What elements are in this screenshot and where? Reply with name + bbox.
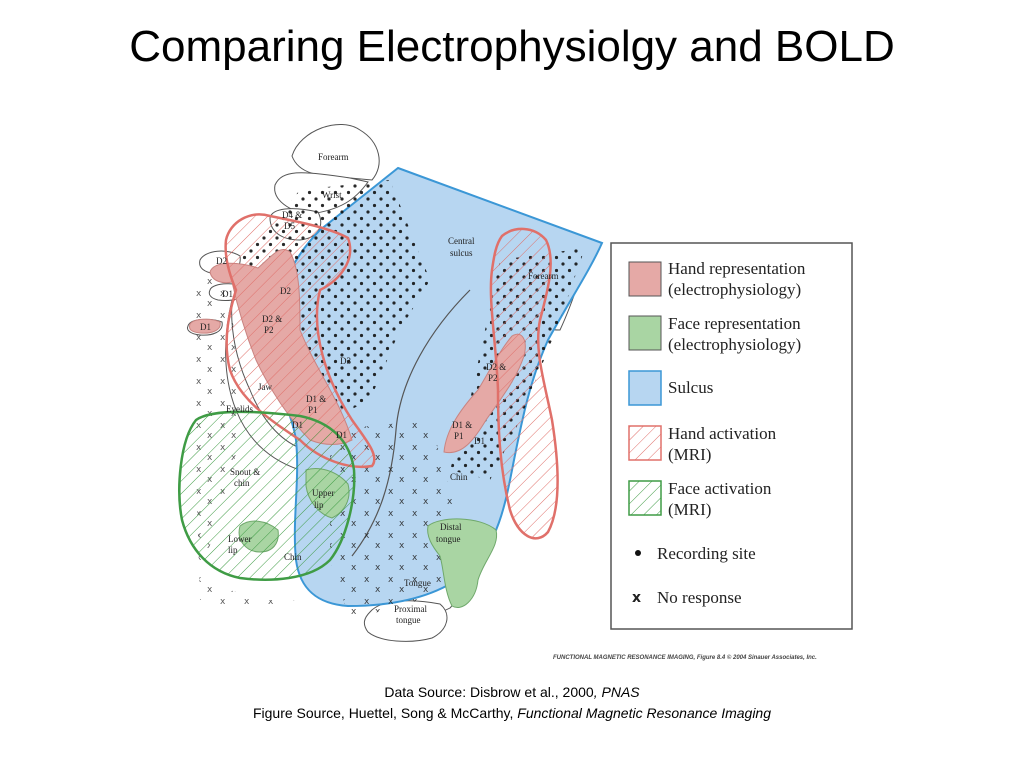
label-lower-lip: Lower <box>228 534 252 544</box>
label-tongue: Tongue <box>404 578 431 588</box>
figure-source-text: Figure Source, Huettel, Song & McCarthy, <box>252 705 514 721</box>
legend-face-representation-2: (electrophysiology) <box>668 335 801 354</box>
legend-swatch-sulcus <box>628 370 662 406</box>
label-d4d5-b: D5 <box>284 221 295 231</box>
label-distal-tongue: Distal <box>440 522 462 532</box>
label-d2p2: D2 & <box>262 314 282 324</box>
legend-hand-representation-1: Hand representation <box>668 259 806 278</box>
label-upper-lip: Upper <box>312 488 335 498</box>
label-forearm-right: Forearm <box>528 271 559 281</box>
legend-no-response-marker: x <box>632 590 641 606</box>
label-d2p2-right-b: P2 <box>488 373 498 383</box>
face-activation-region <box>178 410 356 581</box>
legend-face-activation-2: (MRI) <box>668 500 711 519</box>
legend-no-response: No response <box>657 588 742 607</box>
legend-hand-activation-1: Hand activation <box>668 424 777 443</box>
figure-credit: FUNCTIONAL MAGNETIC RESONANCE IMAGING, F… <box>553 654 817 661</box>
label-proximal-tongue: Proximal <box>394 604 427 614</box>
legend-hand-activation-2: (MRI) <box>668 445 711 464</box>
label-lower-lip-b: lip <box>228 545 238 555</box>
label-wrist: Wrist <box>322 190 342 200</box>
legend-hand-representation-2: (electrophysiology) <box>668 280 801 299</box>
label-d1-lower2: D1 <box>336 430 347 440</box>
legend-swatch-hand-activation <box>628 425 662 461</box>
label-d2p2-right: D2 & <box>486 362 506 372</box>
legend-sulcus: Sulcus <box>668 378 713 397</box>
hand-activation-regions <box>224 213 559 540</box>
label-upper-lip-b: lip <box>314 500 324 510</box>
data-source-text: Data Source: Disbrow et al., 2000 <box>384 684 594 700</box>
legend-swatch-face-activation <box>628 480 662 516</box>
label-proximal-tongue-b: tongue <box>396 615 421 625</box>
label-d1-right: D1 <box>474 436 485 446</box>
label-eyelids: Eyelids <box>226 404 253 414</box>
label-d1-small: D1 <box>200 322 211 332</box>
label-central-sulcus-b: sulcus <box>450 248 473 258</box>
legend-recording-site-dot <box>635 550 641 556</box>
label-central-sulcus: Central <box>448 236 475 246</box>
legend-recording-site: Recording site <box>657 544 756 563</box>
label-d1p1-b: P1 <box>308 405 318 415</box>
label-d2-top: D2 <box>216 256 227 266</box>
label-d1p1-right-b: P1 <box>454 431 464 441</box>
label-d4d5: D4 & <box>282 210 302 220</box>
label-d1p1-right: D1 & <box>452 420 472 430</box>
label-d3: D3 <box>340 356 351 366</box>
label-d1-top: D1 <box>222 289 233 299</box>
legend-swatch-hand-representation <box>628 261 662 297</box>
label-snout: Snout & <box>230 467 260 477</box>
label-forearm-left: Forearm <box>318 152 349 162</box>
label-d1-lower: D1 <box>292 420 303 430</box>
label-snout-b: chin <box>234 478 250 488</box>
no-response-sites-left <box>190 270 295 610</box>
label-d2p2-b: P2 <box>264 325 274 335</box>
figure-source-line: Figure Source, Huettel, Song & McCarthy,… <box>0 703 1024 724</box>
label-jaw: Jaw <box>258 382 272 392</box>
figure-source-book: Functional Magnetic Resonance Imaging <box>513 705 771 721</box>
source-citations: Data Source: Disbrow et al., 2000, PNAS … <box>0 682 1024 724</box>
slide-title: Comparing Electrophysiolgy and BOLD <box>129 22 895 71</box>
legend-face-representation-1: Face representation <box>668 314 801 333</box>
label-d2-mid: D2 <box>280 286 291 296</box>
label-distal-tongue-b: tongue <box>436 534 461 544</box>
label-chin-left: Chin <box>284 552 302 562</box>
region-labels: Forearm Wrist D4 & D5 D2 D1 D1 D2 D2 & P… <box>200 152 559 625</box>
no-response-sites <box>330 420 470 620</box>
data-source-line: Data Source: Disbrow et al., 2000, PNAS <box>0 682 1024 703</box>
label-d1p1: D1 & <box>306 394 326 404</box>
legend-swatch-face-representation <box>628 315 662 351</box>
legend-face-activation-1: Face activation <box>668 479 772 498</box>
data-source-journal: , PNAS <box>593 684 640 700</box>
figure-legend: Hand representation (electrophysiology) … <box>610 242 853 630</box>
label-chin-right: Chin <box>450 472 468 482</box>
